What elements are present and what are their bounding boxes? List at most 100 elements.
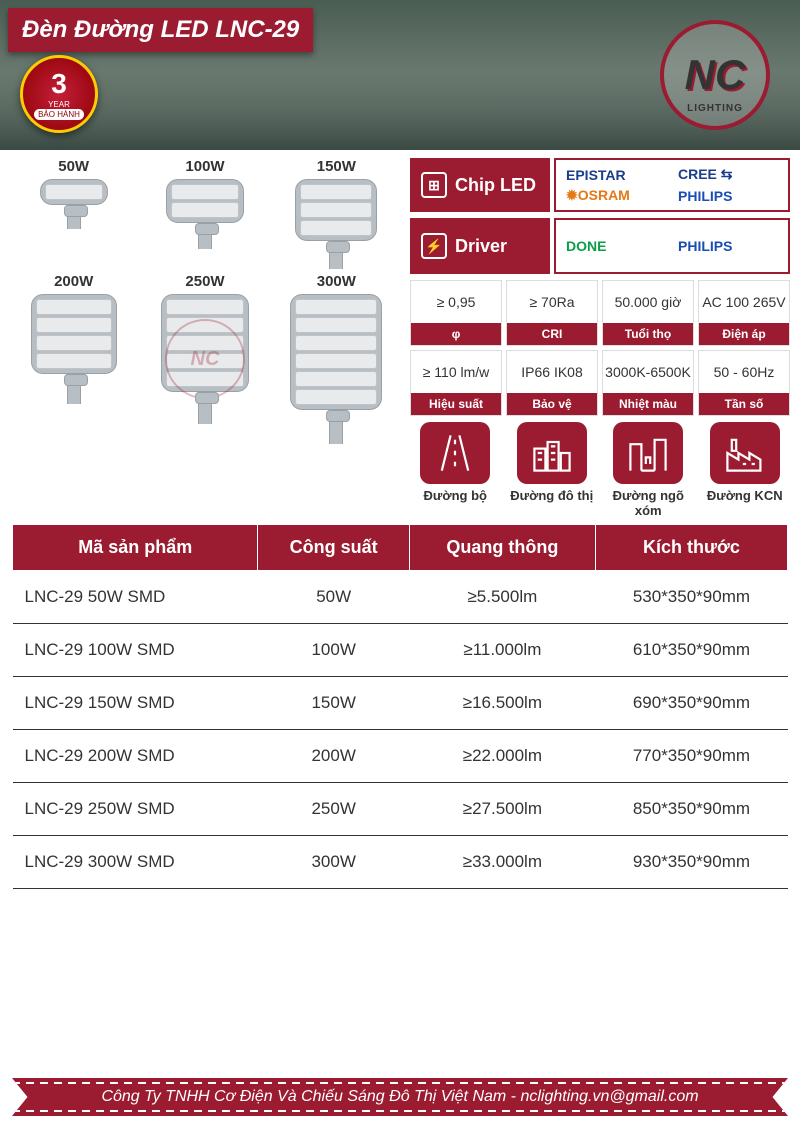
metric-cell: 3000K-6500K Nhiệt màu bbox=[602, 350, 694, 416]
table-cell: 530*350*90mm bbox=[595, 571, 787, 624]
metric-value: 50 - 60Hz bbox=[699, 351, 789, 393]
metric-name: Tuổi thọ bbox=[603, 323, 693, 345]
table-cell: 100W bbox=[258, 624, 409, 677]
metric-value: IP66 IK08 bbox=[507, 351, 597, 393]
product-gallery: 50W 100W 150W 200W 250W NC bbox=[10, 158, 400, 518]
table-row: LNC-29 200W SMD200W≥22.000lm770*350*90mm bbox=[13, 730, 788, 783]
table-header: Mã sản phẩm bbox=[13, 525, 258, 571]
metric-value: 3000K-6500K bbox=[603, 351, 693, 393]
spec-panel: ⊞ Chip LED EPISTAR CREE ⇆ ✹OSRAM PHILIPS ⚡ … bbox=[410, 158, 790, 518]
application-item: Đường KCN bbox=[700, 422, 791, 518]
spec-row: ⚡ Driver DONEPHILIPS bbox=[410, 218, 790, 274]
table-header: Công suất bbox=[258, 525, 409, 571]
logo-text: NC bbox=[685, 51, 746, 99]
product-wattage: 300W bbox=[273, 273, 400, 290]
brand-box: DONEPHILIPS bbox=[554, 218, 790, 274]
product-item: 250W NC bbox=[141, 273, 268, 444]
product-wattage: 200W bbox=[10, 273, 137, 290]
metric-name: Tần số bbox=[699, 393, 789, 415]
city-icon bbox=[517, 422, 587, 484]
footer-company: Công Ty TNHH Cơ Điện Và Chiếu Sáng Đô Th… bbox=[12, 1078, 788, 1116]
metric-value: 50.000 giờ bbox=[603, 281, 693, 323]
brand-label: PHILIPS bbox=[678, 188, 778, 204]
table-row: LNC-29 100W SMD100W≥11.000lm610*350*90mm bbox=[13, 624, 788, 677]
product-item: 100W bbox=[141, 158, 268, 269]
metric-cell: ≥ 110 lm/w Hiệu suất bbox=[410, 350, 502, 416]
table-cell: 300W bbox=[258, 836, 409, 889]
metric-cell: IP66 IK08 Bảo vệ bbox=[506, 350, 598, 416]
header-banner: Đèn Đường LED LNC-29 3 YEAR BẢO HÀNH NC … bbox=[0, 0, 800, 150]
application-item: Đường ngõ xóm bbox=[603, 422, 694, 518]
brand-label: ✹OSRAM bbox=[566, 187, 666, 204]
product-item: 50W bbox=[10, 158, 137, 269]
page-title: Đèn Đường LED LNC-29 bbox=[8, 8, 313, 52]
warranty-text: BẢO HÀNH bbox=[34, 109, 84, 120]
table-cell: 850*350*90mm bbox=[595, 783, 787, 836]
table-row: LNC-29 250W SMD250W≥27.500lm850*350*90mm bbox=[13, 783, 788, 836]
table-header: Kích thước bbox=[595, 525, 787, 571]
metric-cell: 50 - 60Hz Tần số bbox=[698, 350, 790, 416]
table-cell: ≥5.500lm bbox=[409, 571, 595, 624]
metric-name: CRI bbox=[507, 323, 597, 345]
application-label: Đường đô thị bbox=[507, 488, 598, 503]
application-label: Đường ngõ xóm bbox=[603, 488, 694, 518]
table-cell: ≥33.000lm bbox=[409, 836, 595, 889]
table-cell: LNC-29 100W SMD bbox=[13, 624, 258, 677]
product-wattage: 250W bbox=[141, 273, 268, 290]
metric-cell: 50.000 giờ Tuổi thọ bbox=[602, 280, 694, 346]
application-label: Đường KCN bbox=[700, 488, 791, 503]
spec-label: ⊞ Chip LED bbox=[410, 158, 550, 212]
table-cell: LNC-29 200W SMD bbox=[13, 730, 258, 783]
table-cell: 50W bbox=[258, 571, 409, 624]
table-cell: LNC-29 250W SMD bbox=[13, 783, 258, 836]
metric-value: AC 100 265V bbox=[699, 281, 789, 323]
table-cell: LNC-29 300W SMD bbox=[13, 836, 258, 889]
metric-value: ≥ 0,95 bbox=[411, 281, 501, 323]
table-cell: 250W bbox=[258, 783, 409, 836]
metric-cell: AC 100 265V Điện áp bbox=[698, 280, 790, 346]
brand-label: EPISTAR bbox=[566, 167, 666, 183]
spec-label: ⚡ Driver bbox=[410, 218, 550, 274]
warranty-badge: 3 YEAR BẢO HÀNH bbox=[20, 55, 98, 133]
bolt-icon: ⚡ bbox=[421, 233, 447, 259]
table-cell: 200W bbox=[258, 730, 409, 783]
metric-name: Hiệu suất bbox=[411, 393, 501, 415]
metric-name: Điện áp bbox=[699, 323, 789, 345]
table-cell: ≥22.000lm bbox=[409, 730, 595, 783]
table-cell: 770*350*90mm bbox=[595, 730, 787, 783]
factory-icon bbox=[710, 422, 780, 484]
metric-cell: ≥ 0,95 φ bbox=[410, 280, 502, 346]
metric-value: ≥ 70Ra bbox=[507, 281, 597, 323]
brand-label: DONE bbox=[566, 238, 666, 254]
metric-name: φ bbox=[411, 323, 501, 345]
table-cell: 690*350*90mm bbox=[595, 677, 787, 730]
application-label: Đường bộ bbox=[410, 488, 501, 503]
table-cell: ≥16.500lm bbox=[409, 677, 595, 730]
table-cell: 610*350*90mm bbox=[595, 624, 787, 677]
table-header: Quang thông bbox=[409, 525, 595, 571]
product-item: 300W bbox=[273, 273, 400, 444]
table-row: LNC-29 300W SMD300W≥33.000lm930*350*90mm bbox=[13, 836, 788, 889]
warranty-unit: YEAR bbox=[48, 100, 70, 109]
table-cell: 930*350*90mm bbox=[595, 836, 787, 889]
product-wattage: 150W bbox=[273, 158, 400, 175]
metric-value: ≥ 110 lm/w bbox=[411, 351, 501, 393]
brand-logo: NC LIGHTING bbox=[660, 20, 770, 130]
metric-name: Nhiệt màu bbox=[603, 393, 693, 415]
chip-icon: ⊞ bbox=[421, 172, 447, 198]
product-wattage: 100W bbox=[141, 158, 268, 175]
table-cell: LNC-29 50W SMD bbox=[13, 571, 258, 624]
metric-name: Bảo vệ bbox=[507, 393, 597, 415]
alley-icon bbox=[613, 422, 683, 484]
warranty-years: 3 bbox=[51, 68, 67, 100]
road-icon bbox=[420, 422, 490, 484]
application-item: Đường bộ bbox=[410, 422, 501, 518]
application-item: Đường đô thị bbox=[507, 422, 598, 518]
table-cell: ≥27.500lm bbox=[409, 783, 595, 836]
table-row: LNC-29 50W SMD50W≥5.500lm530*350*90mm bbox=[13, 571, 788, 624]
logo-subtitle: LIGHTING bbox=[687, 103, 743, 114]
brand-label: CREE ⇆ bbox=[678, 166, 778, 183]
table-cell: 150W bbox=[258, 677, 409, 730]
brand-box: EPISTAR CREE ⇆ ✹OSRAM PHILIPS bbox=[554, 158, 790, 212]
spec-row: ⊞ Chip LED EPISTAR CREE ⇆ ✹OSRAM PHILIPS bbox=[410, 158, 790, 212]
